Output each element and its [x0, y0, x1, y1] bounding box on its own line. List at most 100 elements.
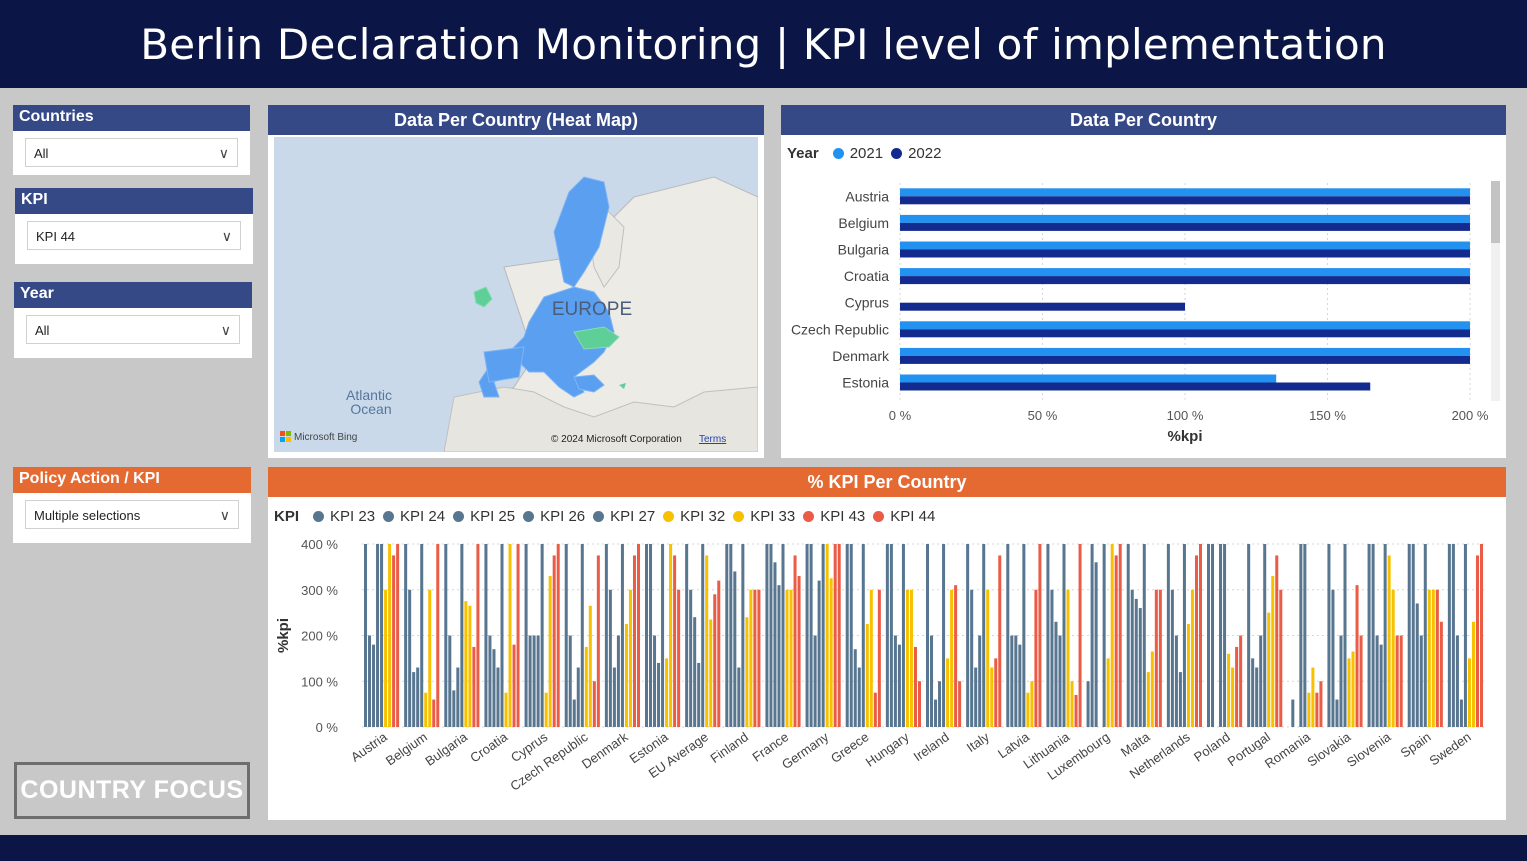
bar-kpi-44[interactable] — [1439, 621, 1443, 727]
bar-kpi-33[interactable] — [428, 589, 432, 727]
bar-kpi-27[interactable] — [1343, 544, 1347, 727]
bar-kpi-44[interactable] — [797, 576, 801, 727]
bar-kpi-23[interactable] — [564, 544, 568, 727]
bar-kpi-33[interactable] — [829, 578, 833, 727]
bar-kpi-25[interactable] — [612, 667, 616, 727]
bar-kpi-33[interactable] — [1311, 667, 1315, 727]
bar-kpi-33[interactable] — [628, 589, 632, 727]
bar-kpi-23[interactable] — [966, 544, 970, 727]
kpi-bar-chart[interactable]: 0 %100 %200 %300 %400 %%kpiAustriaBelgiu… — [268, 531, 1506, 820]
bar-kpi-43[interactable] — [1235, 646, 1239, 727]
bar-kpi-33[interactable] — [909, 589, 913, 727]
bar-kpi-26[interactable] — [1018, 644, 1022, 727]
bar-kpi-43[interactable] — [833, 544, 837, 727]
bar-kpi-32[interactable] — [705, 555, 709, 727]
bar-kpi-33[interactable] — [789, 589, 793, 727]
bar-kpi-27[interactable] — [1223, 544, 1227, 727]
bar-kpi-26[interactable] — [1299, 544, 1303, 727]
bar-kpi-33[interactable] — [1030, 681, 1034, 727]
bar-kpi-44[interactable] — [877, 589, 881, 727]
bar-kpi-25[interactable] — [1094, 562, 1098, 727]
bar-kpi-44[interactable] — [396, 544, 400, 727]
year-dropdown[interactable]: All ∨ — [26, 315, 240, 344]
bar-kpi-32[interactable] — [1347, 658, 1351, 727]
bar-kpi-24[interactable] — [1130, 589, 1134, 727]
bar-kpi-23[interactable] — [725, 544, 729, 727]
legend-kpi-33[interactable]: KPI 33 — [750, 508, 796, 525]
bar-kpi-25[interactable] — [412, 672, 416, 727]
bar-kpi-43[interactable] — [1435, 589, 1439, 727]
bar-kpi-44[interactable] — [757, 589, 761, 727]
bar-kpi-43[interactable] — [954, 585, 958, 727]
bar-kpi-23[interactable] — [926, 544, 930, 727]
bar-kpi-26[interactable] — [376, 544, 380, 727]
bar-kpi-27[interactable] — [460, 544, 464, 727]
bar-kpi-23[interactable] — [685, 544, 689, 727]
bar-kpi-25[interactable] — [1335, 699, 1339, 727]
legend-kpi-25[interactable]: KPI 25 — [470, 508, 516, 525]
bar-kpi-44[interactable] — [1078, 544, 1082, 727]
bar-2022[interactable] — [900, 196, 1470, 205]
bar-kpi-44[interactable] — [436, 544, 440, 727]
bar-kpi-24[interactable] — [1371, 544, 1375, 727]
bar-kpi-33[interactable] — [388, 544, 392, 727]
legend-kpi-43[interactable]: KPI 43 — [820, 508, 866, 525]
bar-kpi-24[interactable] — [1291, 699, 1295, 727]
bar-kpi-23[interactable] — [1166, 544, 1170, 727]
bar-kpi-33[interactable] — [1231, 667, 1235, 727]
bar-kpi-24[interactable] — [689, 589, 693, 727]
bar-kpi-25[interactable] — [974, 667, 978, 727]
bar-kpi-44[interactable] — [998, 555, 1002, 727]
bar-kpi-25[interactable] — [653, 635, 657, 728]
bar-kpi-26[interactable] — [1178, 672, 1182, 727]
bar-kpi-25[interactable] — [492, 649, 496, 727]
bar-2021[interactable] — [900, 214, 1470, 223]
bar-kpi-32[interactable] — [905, 589, 909, 727]
bar-kpi-23[interactable] — [604, 544, 608, 727]
bar-kpi-24[interactable] — [408, 589, 412, 727]
bar-kpi-44[interactable] — [1158, 589, 1162, 727]
bar-kpi-44[interactable] — [958, 681, 962, 727]
bar-kpi-44[interactable] — [1399, 635, 1403, 728]
bar-kpi-33[interactable] — [1070, 681, 1074, 727]
bar-kpi-25[interactable] — [1375, 635, 1379, 728]
bar-kpi-25[interactable] — [1255, 667, 1259, 727]
heat-map[interactable]: EUROPE Atlantic Ocean Microsoft Bing © 2… — [274, 137, 758, 452]
bar-kpi-32[interactable] — [785, 589, 789, 727]
bar-kpi-32[interactable] — [384, 589, 388, 727]
bar-kpi-32[interactable] — [1307, 692, 1311, 727]
bar-2021[interactable] — [900, 347, 1470, 356]
bar-kpi-32[interactable] — [865, 624, 869, 727]
legend-kpi-32[interactable]: KPI 32 — [680, 508, 726, 525]
bar-kpi-27[interactable] — [1383, 544, 1387, 727]
kpi-dropdown[interactable]: KPI 44 ∨ — [27, 221, 241, 250]
bar-kpi-24[interactable] — [568, 635, 572, 728]
legend-2021[interactable]: 2021 — [849, 145, 884, 162]
bar-kpi-32[interactable] — [745, 617, 749, 727]
bar-kpi-43[interactable] — [392, 555, 396, 727]
bar-kpi-43[interactable] — [1355, 585, 1359, 727]
bar-kpi-25[interactable] — [1054, 621, 1058, 727]
bar-kpi-26[interactable] — [1459, 699, 1463, 727]
bar-kpi-27[interactable] — [901, 544, 905, 727]
bar-kpi-26[interactable] — [616, 635, 620, 728]
bar-kpi-25[interactable] — [1134, 598, 1138, 727]
bar-kpi-25[interactable] — [773, 562, 777, 727]
bar-kpi-44[interactable] — [1198, 544, 1202, 727]
bar-kpi-26[interactable] — [1259, 635, 1263, 728]
bar-kpi-44[interactable] — [1479, 544, 1483, 727]
bar-kpi-25[interactable] — [893, 635, 897, 728]
bar-kpi-33[interactable] — [1190, 589, 1194, 727]
bar-2022[interactable] — [900, 249, 1470, 258]
bar-kpi-23[interactable] — [1407, 544, 1411, 727]
bar-kpi-43[interactable] — [632, 555, 636, 727]
bar-kpi-43[interactable] — [873, 692, 877, 727]
bar-kpi-27[interactable] — [1142, 544, 1146, 727]
bar-kpi-43[interactable] — [913, 646, 917, 727]
bar-kpi-23[interactable] — [1126, 544, 1130, 727]
bar-kpi-26[interactable] — [1379, 644, 1383, 727]
bar-kpi-43[interactable] — [1475, 555, 1479, 727]
bar-kpi-33[interactable] — [1351, 651, 1355, 727]
bar-kpi-43[interactable] — [1154, 589, 1158, 727]
bar-kpi-44[interactable] — [717, 580, 721, 727]
